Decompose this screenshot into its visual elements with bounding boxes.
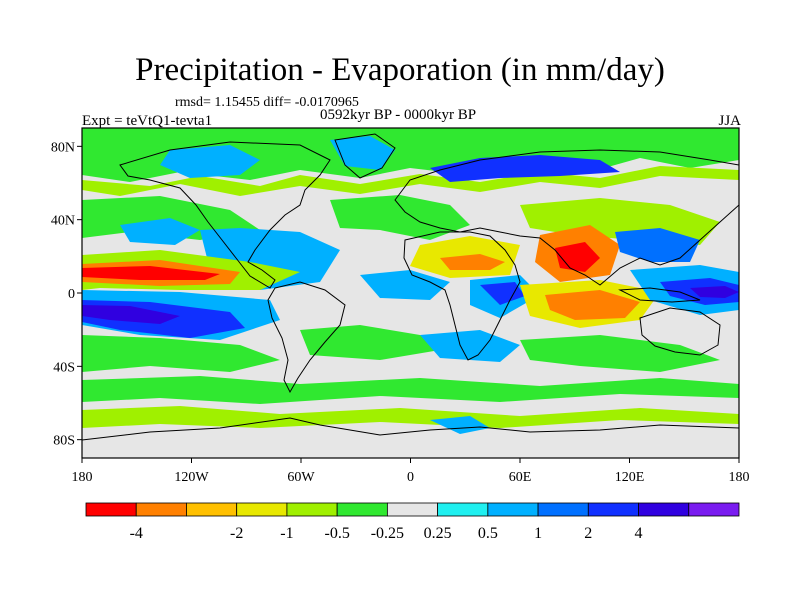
lon-tick-label: 120E (615, 470, 645, 485)
period-label: 0592kyr BP - 0000kyr BP (320, 107, 477, 123)
field-nam-cyan (160, 145, 260, 178)
lon-tick-label: 180 (72, 470, 93, 485)
field-antarctic-sky (430, 416, 490, 434)
coastlines (82, 133, 739, 441)
colorbar-box (386, 502, 439, 517)
lat-tick-label: 40N (51, 214, 75, 229)
field-sh-green-band (82, 376, 739, 404)
field-india-red (555, 242, 600, 272)
colorbar-box (336, 502, 388, 517)
field-io-orange (545, 290, 640, 320)
lat-tick-label: 80S (53, 434, 75, 449)
colorbar-label: -0.25 (371, 525, 404, 542)
field-sh-green-west (82, 335, 280, 372)
colorbar-label: 2 (584, 525, 592, 542)
stats-text: rmsd= 1.15455 diff= -0.0170965 (175, 95, 359, 110)
season-label: JJA (718, 113, 741, 129)
field-wpac-purple (690, 286, 739, 298)
field-natl-sky (120, 218, 200, 245)
lon-tick-label: 0 (407, 470, 414, 485)
axis-ticks: 180 120W 60W 0 60E 120E 180 80N 40N 0 40S 80S (51, 140, 750, 485)
coast-eurasia (394, 149, 739, 286)
colorbar-labels: -4 -2 -1 -0.5 -0.25 0.25 0.5 1 2 4 (130, 525, 643, 542)
colorbar-box (85, 502, 137, 517)
colorbar-box (186, 502, 238, 517)
colorbar-box (487, 502, 539, 517)
colorbar-box (286, 502, 338, 517)
field-china-blue (615, 228, 700, 262)
field-siberia-blue (430, 155, 620, 182)
field-layer (82, 128, 739, 434)
field-sh-green-io (520, 335, 720, 372)
coast-maritime (618, 287, 701, 303)
lon-tick-label: 60W (287, 470, 315, 485)
colorbar-label: 0.25 (424, 525, 452, 542)
colorbar-label: -2 (230, 525, 243, 542)
lon-tick-label: 120W (174, 470, 209, 485)
colorbar-box (537, 502, 589, 517)
colorbar-label: 4 (635, 525, 643, 542)
coast-north-america (119, 141, 331, 289)
colorbar-boxes (85, 502, 740, 517)
field-antarctic-lime (82, 406, 739, 428)
plot-title: Precipitation - Evaporation (in mm/day) (135, 52, 665, 88)
field-greenland-cyan (330, 136, 395, 170)
colorbar-label: 1 (534, 525, 542, 542)
lat-tick-label: 0 (68, 287, 75, 302)
field-sh-green-atl (300, 325, 440, 360)
experiment-label: Expt = teVtQ1-tevta1 (82, 113, 213, 129)
colorbar-box (638, 502, 690, 517)
coast-south-america (267, 281, 346, 394)
lat-tick-label: 40S (53, 360, 75, 375)
coast-africa (403, 231, 521, 361)
field-atl-sky (360, 270, 450, 300)
colorbar-label: 0.5 (478, 525, 498, 542)
coast-antarctica (82, 417, 739, 441)
field-afr-navy (480, 282, 525, 305)
lat-tick-label: 80N (51, 140, 75, 155)
colorbar-box (135, 502, 187, 517)
colorbar-label: -4 (130, 525, 143, 542)
coast-australia (639, 307, 721, 356)
field-natl-green (330, 195, 470, 240)
field-arctic-lime (82, 166, 739, 196)
colorbar-box (236, 502, 288, 517)
colorbar-box (437, 502, 489, 517)
colorbar-label: -1 (280, 525, 293, 542)
field-ipac-red (82, 266, 220, 280)
colorbar-box (688, 502, 740, 517)
colorbar-label: -0.5 (324, 525, 349, 542)
colorbar-box (587, 502, 639, 517)
coast-greenland (334, 133, 396, 179)
lon-tick-label: 60E (509, 470, 532, 485)
lon-tick-label: 180 (729, 470, 750, 485)
field-sh-sky-atl (420, 330, 520, 362)
field-sahel-orange (440, 254, 505, 270)
field-spac-purple (82, 305, 180, 324)
